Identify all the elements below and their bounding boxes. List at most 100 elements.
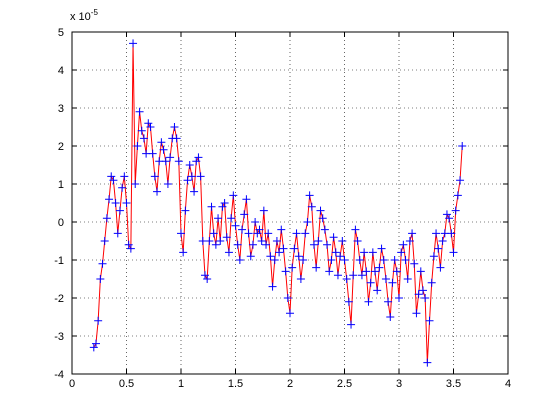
data-marker <box>425 316 434 325</box>
data-marker <box>242 195 251 204</box>
data-marker <box>447 229 456 238</box>
data-marker <box>272 237 281 245</box>
data-marker <box>351 225 360 234</box>
data-marker <box>360 248 369 257</box>
x-tick-label: 2 <box>287 378 293 390</box>
data-marker <box>340 256 349 264</box>
data-marker <box>408 229 417 238</box>
data-marker <box>209 229 218 238</box>
data-marker <box>133 142 142 150</box>
data-marker <box>172 134 181 143</box>
data-marker <box>111 199 120 207</box>
data-marker <box>248 240 257 249</box>
data-marker <box>371 267 380 276</box>
data-marker <box>303 218 312 226</box>
data-marker <box>229 191 238 200</box>
data-marker <box>312 263 321 272</box>
data-marker <box>368 248 377 257</box>
data-marker <box>266 252 275 261</box>
data-marker <box>150 172 159 181</box>
data-marker <box>362 267 371 276</box>
x-tick-label: 3 <box>396 378 402 390</box>
data-marker <box>416 267 425 276</box>
data-marker <box>349 271 358 280</box>
data-marker <box>427 278 436 287</box>
data-marker <box>309 240 318 249</box>
data-marker <box>122 199 131 207</box>
data-marker <box>146 123 155 131</box>
data-marker <box>233 240 242 249</box>
data-marker <box>397 248 406 257</box>
data-marker <box>98 259 107 268</box>
data-marker <box>262 240 271 249</box>
plot-area <box>72 32 508 374</box>
data-marker <box>401 256 410 264</box>
data-marker <box>244 229 253 238</box>
data-marker <box>135 107 144 116</box>
data-marker <box>129 39 138 48</box>
data-marker <box>277 225 286 234</box>
y-tick-label: 4 <box>58 65 64 77</box>
data-marker <box>451 206 460 215</box>
data-marker <box>279 244 288 253</box>
data-marker <box>94 316 103 325</box>
data-marker <box>320 225 329 234</box>
data-marker <box>286 309 294 318</box>
data-marker <box>366 278 375 287</box>
data-marker <box>163 180 172 188</box>
data-marker <box>166 153 175 162</box>
data-marker <box>227 214 236 223</box>
data-marker <box>423 358 432 367</box>
data-marker <box>299 256 308 264</box>
data-marker <box>314 237 323 245</box>
data-marker <box>414 290 423 299</box>
data-marker <box>126 244 135 253</box>
x-tick-label: 2.5 <box>337 378 352 390</box>
data-marker <box>292 229 301 238</box>
series <box>89 39 467 367</box>
data-marker <box>113 229 122 238</box>
data-marker <box>432 229 441 238</box>
data-marker <box>264 229 273 238</box>
x-tick-label: 1.5 <box>228 378 243 390</box>
data-marker <box>231 221 240 230</box>
data-marker <box>211 240 220 249</box>
x-tick-label: 3.5 <box>446 378 461 390</box>
data-marker <box>347 320 356 329</box>
data-marker <box>137 126 146 135</box>
x-tick-label: 1 <box>178 378 184 390</box>
data-marker <box>316 206 325 215</box>
data-marker <box>390 256 399 264</box>
data-marker <box>395 294 403 302</box>
data-marker <box>246 252 255 261</box>
x-tick-label: 4 <box>505 378 511 390</box>
data-marker <box>177 229 185 238</box>
y-multiplier-exponent: -5 <box>91 8 99 17</box>
data-marker <box>174 157 183 166</box>
data-marker <box>102 214 111 223</box>
data-marker <box>153 187 162 196</box>
data-marker <box>403 275 412 283</box>
data-marker <box>196 172 205 181</box>
data-marker <box>421 294 430 302</box>
data-marker <box>331 248 340 257</box>
y-tick-label: -2 <box>54 293 64 305</box>
data-marker <box>318 214 327 223</box>
data-marker <box>434 244 443 253</box>
x-tick-label: 0.5 <box>119 378 134 390</box>
data-marker <box>109 176 118 185</box>
data-marker <box>235 256 244 264</box>
data-marker <box>257 237 266 245</box>
data-marker <box>353 237 362 245</box>
data-marker <box>386 313 395 321</box>
data-marker <box>296 275 305 283</box>
data-marker <box>203 275 212 283</box>
data-marker <box>157 138 166 147</box>
data-marker <box>333 271 342 280</box>
y-tick-label: -1 <box>54 255 64 267</box>
y-tick-label: 5 <box>58 27 64 39</box>
data-marker <box>338 237 347 245</box>
data-marker <box>344 297 353 306</box>
data-marker <box>251 218 260 226</box>
data-marker <box>148 149 157 158</box>
